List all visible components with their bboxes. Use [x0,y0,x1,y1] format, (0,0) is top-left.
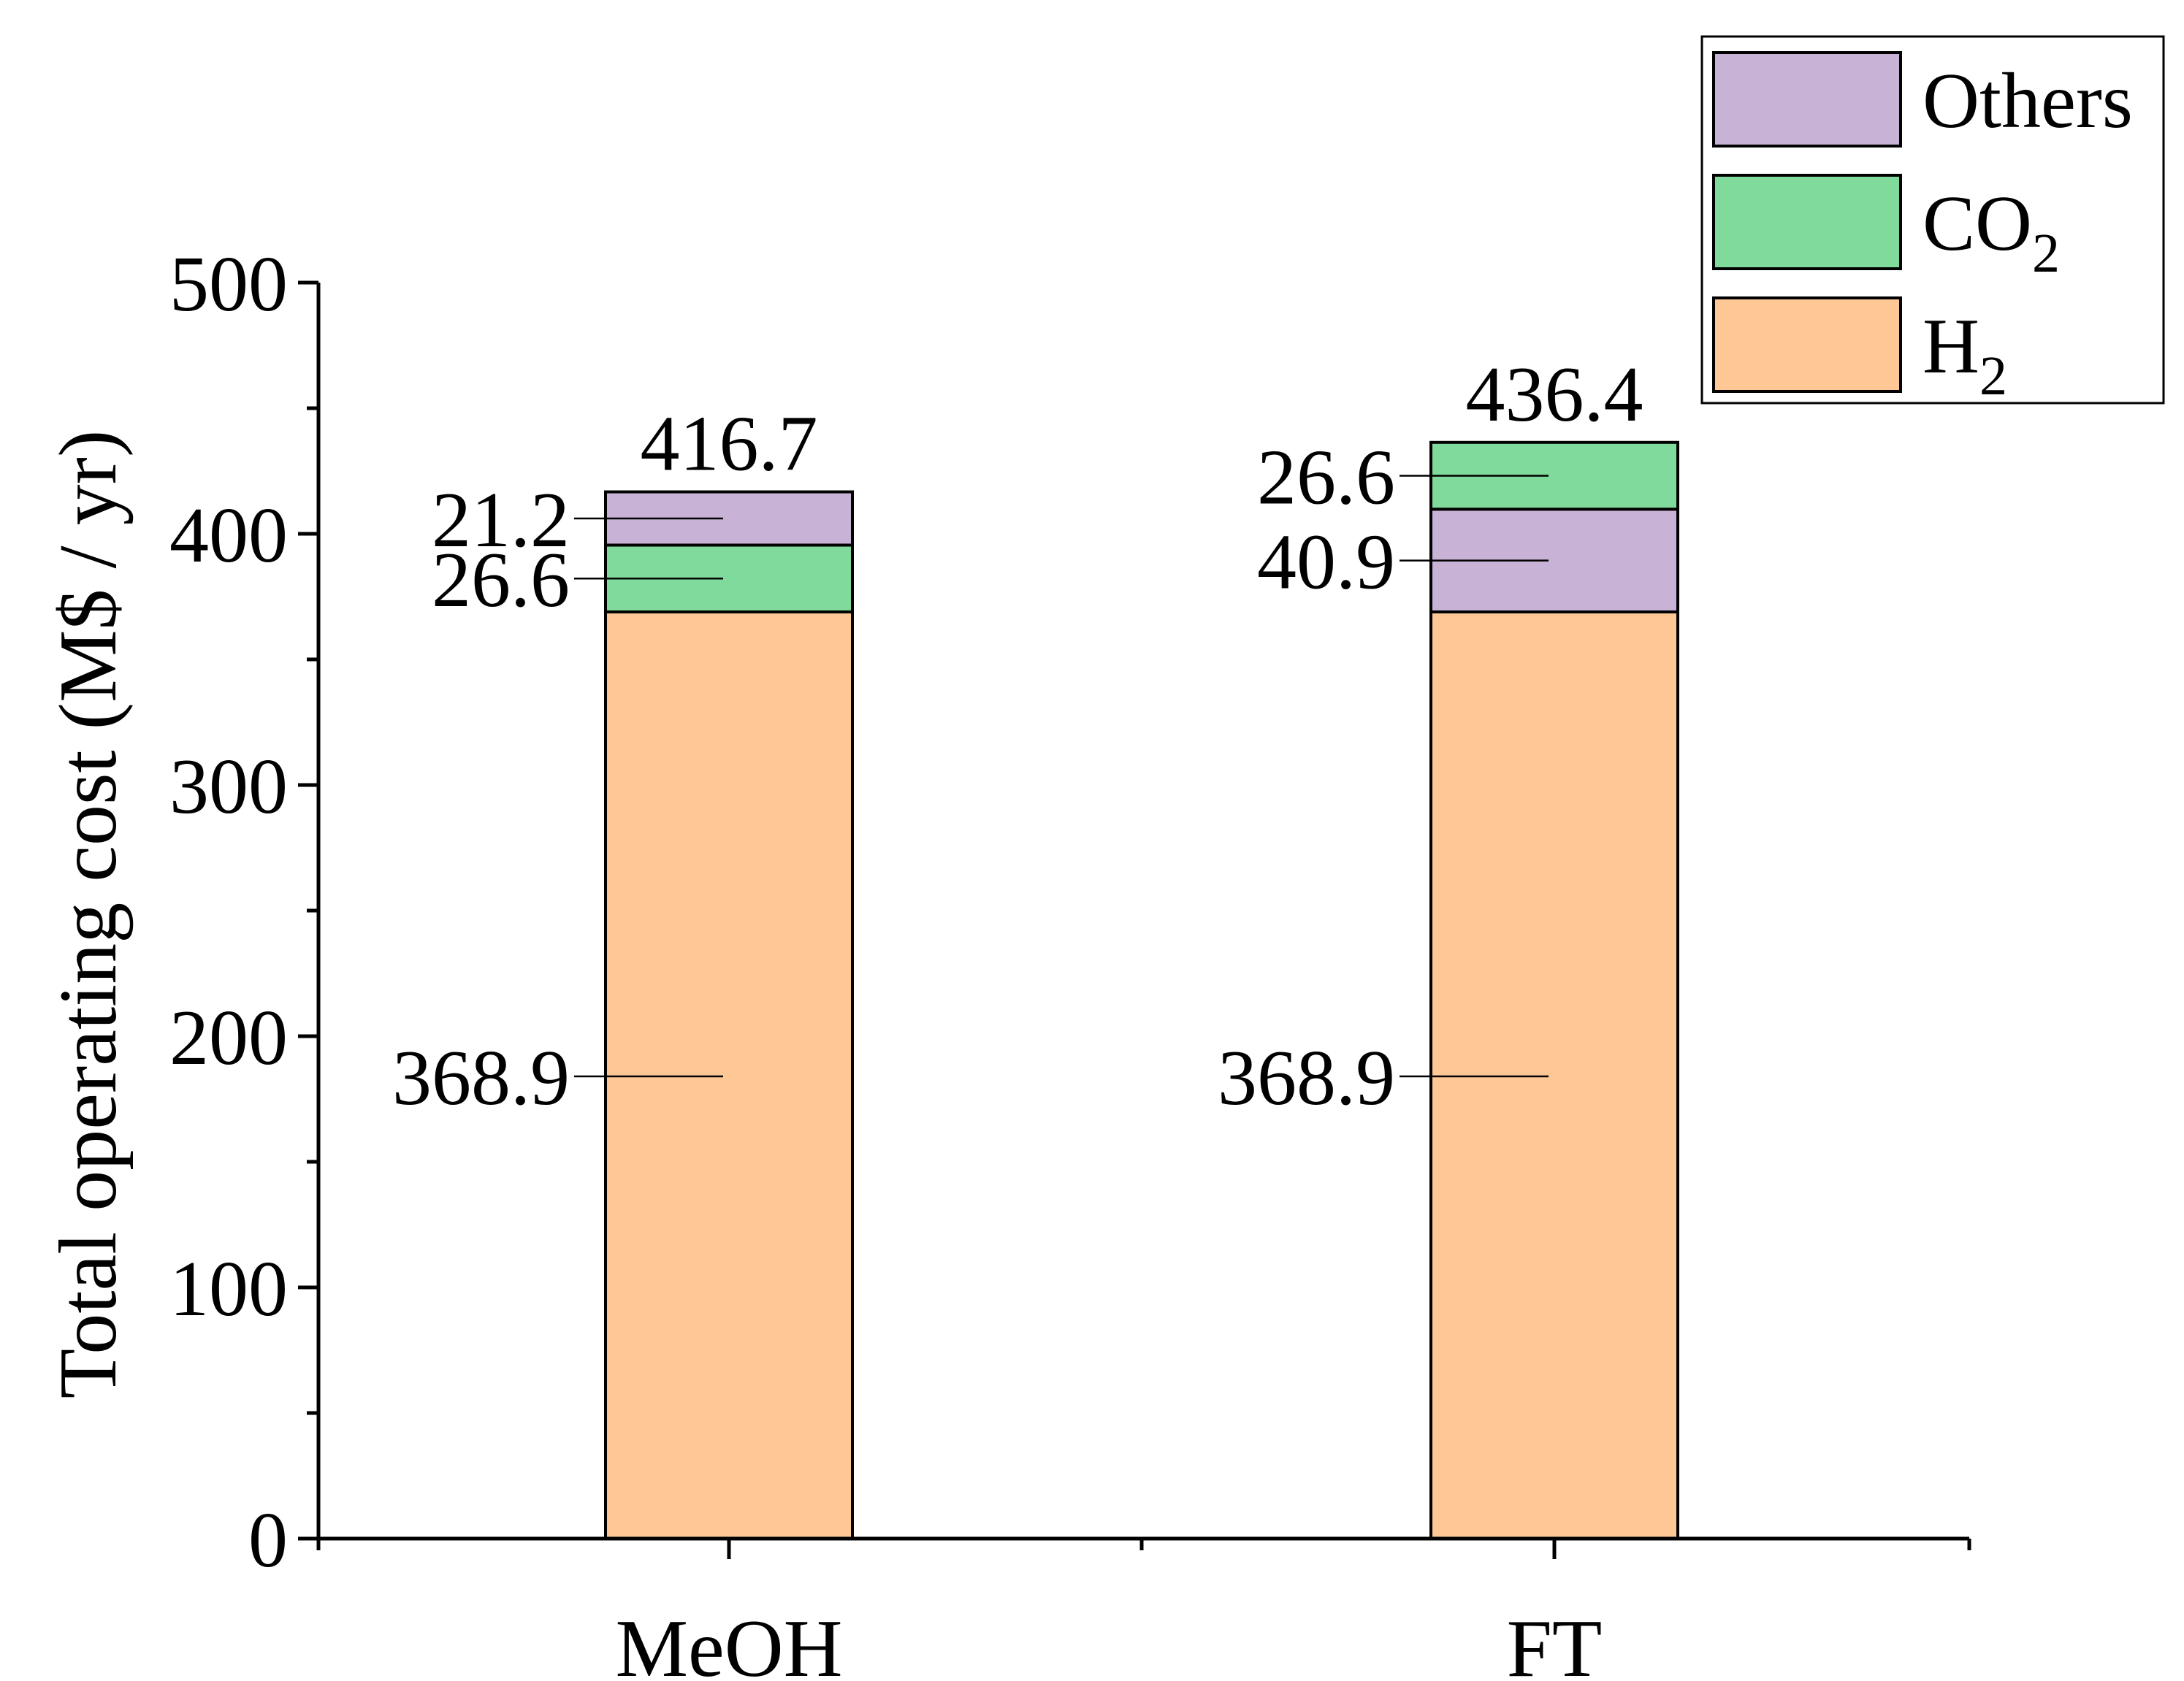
y-tick-label-200: 200 [169,995,288,1081]
legend-label-others: Others [1923,58,2133,145]
y-tick-label-300: 300 [169,743,288,830]
legend-swatch-others [1712,51,1902,148]
legend-label-co2: CO2 [1923,180,2060,284]
total-label-ft: 436.4 [1466,351,1643,438]
data-label-ft-co2: 26.6 [1257,434,1395,521]
data-label-ft-h2: 368.9 [1218,1035,1395,1122]
legend-swatch-co2 [1712,174,1902,270]
bars-layer [604,440,1679,1540]
y-tick-label-100: 100 [169,1246,288,1333]
y-tick-label-0: 0 [248,1497,288,1584]
y-tick-label-400: 400 [169,492,288,579]
bar-ft-h2 [1429,610,1679,1540]
data-label-meoh-co2: 26.6 [432,537,570,624]
legend-swatch-h2 [1712,296,1902,393]
x-tick-label-ft: FT [1507,1604,1603,1681]
y-axis-title: Total operating cost (M$ / yr) [43,430,134,1399]
bar-meoh-h2 [604,610,854,1540]
data-label-ft-others: 40.9 [1257,519,1395,606]
x-tick-label-meoh: MeOH [615,1604,842,1681]
total-label-meoh: 416.7 [641,401,818,488]
data-label-meoh-h2: 368.9 [392,1035,570,1122]
axes-layer: MeOH FT 0 100 200 300 400 500 [169,241,1971,1681]
y-tick-label-500: 500 [169,241,288,328]
data-label-meoh-others: 21.2 [432,477,570,564]
legend: Others CO2 H2 [1700,35,2165,407]
legend-label-h2: H2 [1923,303,2007,407]
